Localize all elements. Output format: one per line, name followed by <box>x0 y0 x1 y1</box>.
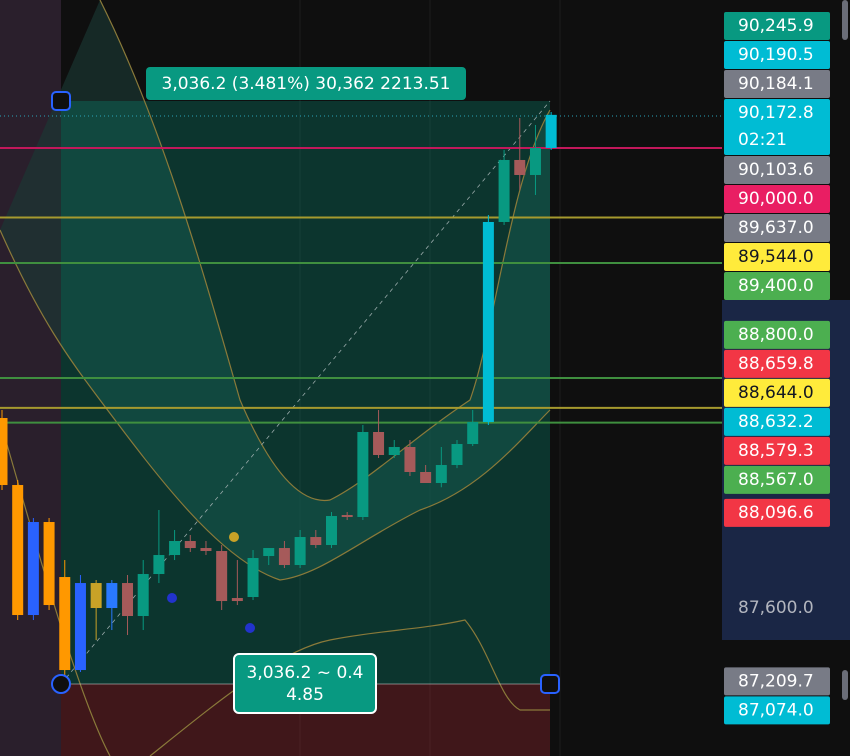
price-tag <box>724 465 830 494</box>
candle-body <box>27 522 39 616</box>
candle-body <box>451 444 463 466</box>
candle-body <box>435 465 447 484</box>
measure-label-box <box>146 67 466 100</box>
measure-bottom-label: 3,036.2 ~ 0.4 <box>247 663 364 683</box>
band-lower <box>0 229 551 581</box>
candle-body <box>341 515 353 518</box>
indicator-dot <box>167 593 177 603</box>
price-tag-label: 88,800.0 <box>738 325 814 345</box>
price-axis-labels: 87,600.0 90,245.9 90,190.5 90,184.1 90,172.8… <box>724 11 830 725</box>
countdown-label: 02:21 <box>738 130 787 150</box>
y-tick-label: 87,600.0 <box>738 598 814 618</box>
measure-bottom-box <box>233 653 377 714</box>
price-tag-label: 88,567.0 <box>738 470 814 490</box>
candle-body <box>420 472 432 484</box>
candle-body <box>404 447 416 473</box>
candle-body <box>498 159 510 222</box>
candle-body <box>529 147 541 175</box>
price-tag <box>724 407 830 436</box>
price-tag-label: 88,632.2 <box>738 412 814 432</box>
price-tag <box>724 378 830 407</box>
candle-body <box>388 447 400 455</box>
candle-body <box>231 598 243 602</box>
candle-body <box>74 583 86 671</box>
price-tag-label: 90,172.8 <box>738 103 814 123</box>
candle-body <box>514 159 526 175</box>
candle-body <box>247 558 259 598</box>
price-tag <box>724 696 830 725</box>
candle-body <box>122 583 134 617</box>
price-tag <box>724 349 830 378</box>
candle-body <box>278 548 290 566</box>
price-tag <box>724 11 830 40</box>
band-upper <box>99 0 551 502</box>
candle-body <box>12 485 24 616</box>
candle-body <box>263 548 275 557</box>
candle-body <box>545 114 557 148</box>
price-tag <box>724 667 830 696</box>
price-tag-label: 88,644.0 <box>738 383 814 403</box>
measure-bottom-label: 4.85 <box>286 685 324 705</box>
band-fill <box>0 0 550 580</box>
candle-body <box>43 522 55 606</box>
candle-body <box>294 537 306 566</box>
marks <box>0 111 722 676</box>
candle-body <box>325 516 337 546</box>
measure-handle[interactable] <box>51 91 71 111</box>
measure-label: 3,036.2 (3.481%) 30,362 2213.51 <box>162 74 451 94</box>
candle-body <box>467 422 479 445</box>
candle-body <box>310 537 322 546</box>
candle-body <box>357 431 369 518</box>
measure-diagonal <box>60 100 551 685</box>
indicator-dot <box>245 623 255 633</box>
candle-body <box>216 551 228 602</box>
candle-body <box>59 577 71 671</box>
price-tag-label: 88,659.8 <box>738 354 814 374</box>
price-tag-label: 88,579.3 <box>738 441 814 461</box>
price-tag-label: 90,000.0 <box>738 189 814 209</box>
price-tag <box>724 69 830 98</box>
scrollbar[interactable] <box>842 0 848 40</box>
indicator-dot <box>229 532 239 542</box>
price-tag <box>724 271 830 300</box>
price-tag-label: 90,190.5 <box>738 45 814 65</box>
price-tag <box>724 242 830 271</box>
candle-body <box>153 555 165 575</box>
price-tag <box>724 98 830 155</box>
price-tag <box>724 436 830 465</box>
price-tag-label: 89,400.0 <box>738 276 814 296</box>
candle-body <box>137 574 149 617</box>
price-tag-label: 90,103.6 <box>738 160 814 180</box>
price-tag <box>724 213 830 242</box>
scrollbar[interactable] <box>842 670 848 700</box>
candle-body <box>90 583 102 609</box>
price-tag <box>724 155 830 184</box>
price-tag <box>724 184 830 213</box>
candle-body <box>106 583 118 609</box>
candle-body <box>169 541 181 556</box>
candle-body <box>184 541 196 549</box>
price-tag <box>724 498 830 527</box>
price-tag-label: 87,209.7 <box>738 671 814 691</box>
price-tag-label: 88,096.6 <box>738 503 814 523</box>
price-tag-label: 90,184.1 <box>738 74 814 94</box>
price-tag-label: 90,245.9 <box>738 16 814 36</box>
price-tag <box>724 320 830 349</box>
measure-handle[interactable] <box>540 674 560 694</box>
candle-body <box>200 548 212 552</box>
price-tag-label: 89,544.0 <box>738 247 814 267</box>
measure-handle[interactable] <box>51 674 71 694</box>
price-tag-label: 89,637.0 <box>738 218 814 238</box>
candle-body <box>482 221 494 423</box>
candle-body <box>0 418 8 486</box>
candle-body <box>373 431 385 455</box>
price-tag-label: 87,074.0 <box>738 700 814 720</box>
price-tag <box>724 40 830 69</box>
